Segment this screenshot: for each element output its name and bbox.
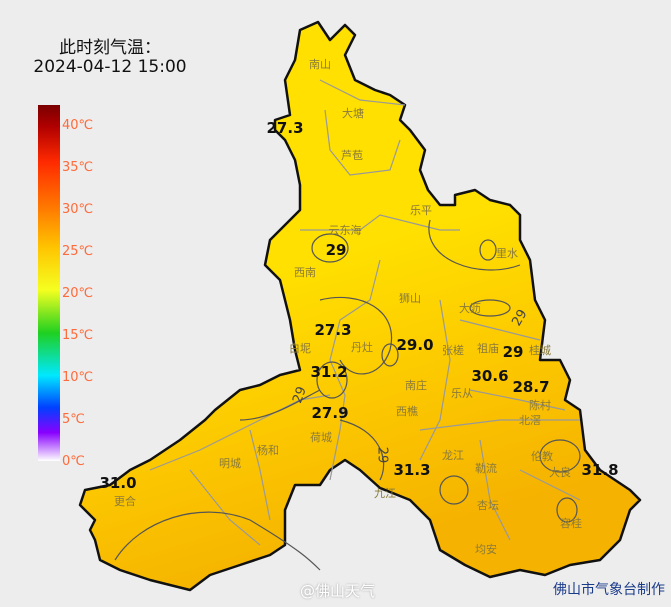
town-label: 九江 <box>374 487 396 500</box>
legend-tick: 10℃ <box>62 370 94 385</box>
town-label: 乐从 <box>451 387 473 400</box>
station-temperature: 29 <box>325 241 347 259</box>
town-label: 丹灶 <box>351 341 373 354</box>
station-temperature: 31.3 <box>393 461 431 479</box>
town-label: 容桂 <box>560 517 582 530</box>
town-label: 荷城 <box>310 431 332 444</box>
town-label: 祖庙 <box>477 342 499 355</box>
legend-tick: 40℃ <box>62 118 94 133</box>
town-label: 云东海 <box>328 224 362 237</box>
town-label: 白坭 <box>289 342 311 355</box>
town-label: 南山 <box>309 58 331 71</box>
station-temperature: 29 <box>502 343 524 361</box>
town-label: 勒流 <box>475 462 497 475</box>
isotherm-lines <box>114 219 581 571</box>
town-label: 杨和 <box>257 444 279 457</box>
town-label: 西樵 <box>396 405 418 418</box>
town-label: 大良 <box>549 466 571 479</box>
legend-tick: 0℃ <box>62 454 85 469</box>
isotherm-label: 29 <box>374 446 390 464</box>
weibo-watermark: @佛山天气 <box>300 582 376 600</box>
town-label: 狮山 <box>399 292 421 305</box>
station-temperature: 31.8 <box>581 461 619 479</box>
town-label: 芦苞 <box>341 149 363 162</box>
legend-tick: 25℃ <box>62 244 94 259</box>
town-label: 明城 <box>219 457 241 470</box>
legend-tick: 20℃ <box>62 286 94 301</box>
town-label: 南庄 <box>405 379 427 392</box>
district-boundaries <box>149 79 581 546</box>
legend-tick: 35℃ <box>62 160 94 175</box>
station-temperature: 27.3 <box>314 321 352 339</box>
town-label: 里水 <box>496 247 518 260</box>
town-label: 龙江 <box>442 449 464 462</box>
legend-tick: 30℃ <box>62 202 94 217</box>
map-title: 此时刻气温： <box>59 38 161 58</box>
town-label: 大沥 <box>459 302 481 315</box>
town-label: 西南 <box>294 266 316 279</box>
town-label: 张槎 <box>442 344 464 357</box>
town-label: 大塘 <box>342 107 364 120</box>
credit-text: 佛山市气象台制作 <box>553 582 665 598</box>
station-temperature: 27.3 <box>266 119 304 137</box>
town-label: 乐平 <box>410 204 432 217</box>
town-label: 杏坛 <box>477 499 499 512</box>
station-temperature: 30.6 <box>471 367 509 385</box>
town-label: 均安 <box>475 543 497 556</box>
town-label: 更合 <box>114 495 136 508</box>
station-temperature: 28.7 <box>512 378 550 396</box>
station-temperature: 27.9 <box>311 404 349 422</box>
map-timestamp: 2024-04-12 15:00 <box>33 57 187 77</box>
town-label: 伦教 <box>531 450 553 463</box>
station-temperature: 29.0 <box>396 336 434 354</box>
station-temperature: 31.0 <box>99 474 137 492</box>
temperature-color-scale <box>38 105 60 461</box>
station-temperature: 31.2 <box>310 363 348 381</box>
town-label: 陈村 <box>529 399 551 412</box>
legend-tick: 5℃ <box>62 412 85 427</box>
town-label: 桂城 <box>529 344 551 357</box>
legend-tick: 15℃ <box>62 328 94 343</box>
town-label: 北滘 <box>519 414 541 427</box>
